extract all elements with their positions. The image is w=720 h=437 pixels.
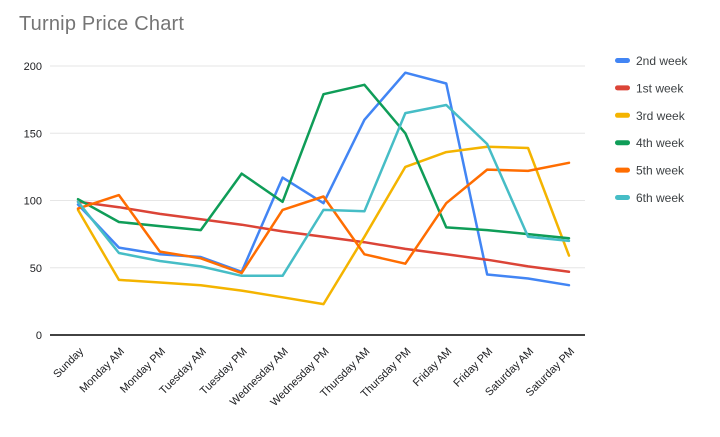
y-axis-tick-label: 50 bbox=[30, 263, 42, 275]
y-axis-tick-label: 150 bbox=[24, 128, 42, 140]
series-line-5th-week[interactable] bbox=[76, 161, 571, 275]
y-axis-tick-label: 100 bbox=[24, 196, 42, 208]
legend-item-5th-week[interactable]: 5th week bbox=[615, 164, 685, 178]
legend-label: 5th week bbox=[636, 164, 685, 178]
legend-item-2nd-week[interactable]: 2nd week bbox=[615, 54, 688, 68]
x-axis-tick-label: Friday AM bbox=[411, 346, 454, 389]
legend-item-6th-week[interactable]: 6th week bbox=[615, 191, 685, 205]
series-line-4th-week[interactable] bbox=[76, 83, 571, 240]
legend-item-1st-week[interactable]: 1st week bbox=[615, 81, 684, 95]
legend-swatch bbox=[615, 140, 630, 146]
series-line-2nd-week[interactable] bbox=[76, 71, 571, 287]
legend-label: 1st week bbox=[636, 81, 684, 95]
legend-item-3rd-week[interactable]: 3rd week bbox=[615, 109, 686, 123]
x-axis-tick-label: Friday PM bbox=[451, 346, 495, 390]
legend-swatch bbox=[615, 167, 630, 173]
y-axis-tick-label: 0 bbox=[36, 330, 42, 342]
legend-label: 3rd week bbox=[636, 109, 686, 123]
legend-swatch bbox=[615, 58, 630, 63]
series-line-1st-week[interactable] bbox=[76, 200, 571, 274]
x-axis-tick-label: Sunday bbox=[51, 345, 86, 380]
y-axis-tick-label: 200 bbox=[24, 61, 42, 73]
legend-swatch bbox=[615, 112, 630, 118]
series-line-6th-week[interactable] bbox=[76, 103, 571, 278]
legend-swatch bbox=[615, 85, 630, 91]
chart-title: Turnip Price Chart bbox=[19, 13, 185, 35]
legend-item-4th-week[interactable]: 4th week bbox=[615, 136, 685, 150]
legend-label: 6th week bbox=[636, 191, 685, 205]
legend-label: 2nd week bbox=[636, 54, 688, 68]
legend-label: 4th week bbox=[636, 136, 685, 150]
legend-swatch bbox=[615, 195, 630, 200]
